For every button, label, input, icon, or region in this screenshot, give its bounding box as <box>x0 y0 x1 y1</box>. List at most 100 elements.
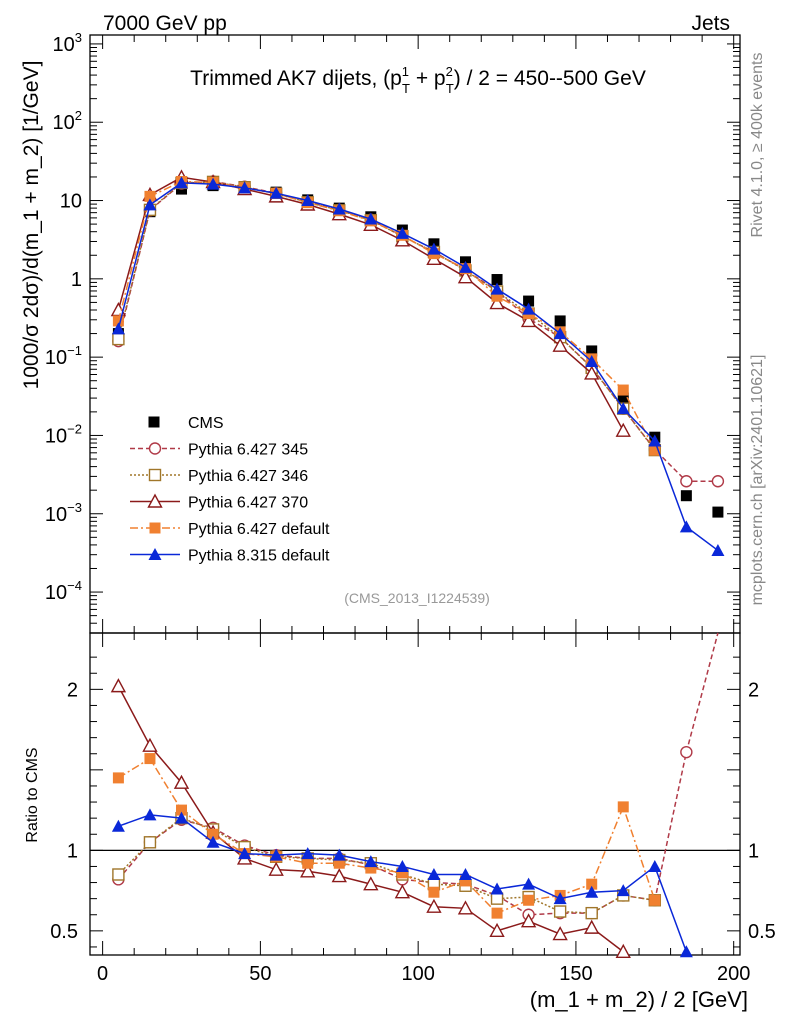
ratio-point-4 <box>616 884 630 897</box>
ratio-point-2 <box>520 913 537 928</box>
main-point-0 <box>680 490 692 502</box>
ratio-point-1 <box>585 906 598 920</box>
ratio-point-4 <box>553 892 567 905</box>
main-point-3 <box>489 295 505 310</box>
ratio-point-3 <box>144 753 156 765</box>
x-tick-label: 0 <box>97 963 108 985</box>
main-point-2 <box>112 332 125 346</box>
legend-marker <box>149 522 161 534</box>
main-point-3 <box>615 422 631 437</box>
ratio-point-3 <box>396 867 408 879</box>
ratio-point-3 <box>523 894 535 906</box>
ratio-y-tick-label: 0.5 <box>748 921 776 943</box>
main-point-5 <box>553 327 567 340</box>
ratio-point-4 <box>458 868 472 880</box>
main-point-4 <box>649 444 661 456</box>
ratio-point-2 <box>584 919 600 934</box>
main-point-1 <box>711 475 725 488</box>
ratio-point-2 <box>363 876 379 891</box>
plot-title: Trimmed AK7 dijets, (p1 T + p2 T) / 2 = 45… <box>190 64 646 96</box>
main-y-tick-label: 1 <box>71 269 82 291</box>
ratio-point-3 <box>365 862 377 874</box>
main-point-5 <box>648 434 662 447</box>
x-axis-label: (m_1 + m_2) / 2 [GeV] <box>530 987 748 1012</box>
x-tick-label: 100 <box>401 963 434 985</box>
ratio-point-3 <box>459 875 471 887</box>
ratio-point-4 <box>679 945 693 958</box>
main-point-0 <box>712 506 724 518</box>
main-y-tick-label: 103 <box>53 30 82 56</box>
ratio-y-tick-label: 2 <box>748 679 759 701</box>
ratio-point-3 <box>333 857 345 869</box>
main-point-0 <box>586 345 598 357</box>
main-point-5 <box>395 226 409 239</box>
legend-marker <box>148 548 162 560</box>
ratio-y-tick-label: 2 <box>67 679 78 701</box>
ratio-point-3 <box>617 801 629 813</box>
ratio-series-line-1 <box>117 817 655 914</box>
ratio-y-axis-label: Ratio to CMS <box>24 747 41 842</box>
ratio-point-0 <box>680 745 693 759</box>
ratio-point-2 <box>426 898 442 913</box>
main-point-3 <box>552 337 568 352</box>
main-point-5 <box>585 354 599 367</box>
legend-entry: Pythia 6.427 370 <box>188 495 308 512</box>
main-point-4 <box>112 315 124 327</box>
ratio-point-4 <box>395 859 409 872</box>
main-point-5 <box>175 176 189 189</box>
main-point-0 <box>491 274 503 286</box>
main-point-5 <box>111 322 125 335</box>
main-point-5 <box>616 402 630 415</box>
main-point-4 <box>491 290 503 302</box>
x-tick-label: 50 <box>249 963 271 985</box>
main-series-line-2 <box>117 181 656 451</box>
ratio-point-4 <box>301 847 315 860</box>
main-point-5 <box>206 177 220 190</box>
legend-entry: CMS <box>188 415 224 432</box>
ratio-y-tick-label: 1 <box>748 840 759 862</box>
ratio-point-2 <box>457 900 474 915</box>
legend-marker <box>148 442 162 455</box>
main-y-tick-label: 10−2 <box>45 421 82 447</box>
ratio-point-1 <box>553 905 567 918</box>
ratio-point-4 <box>648 859 662 872</box>
ratio-point-2 <box>615 943 631 958</box>
analysis-tag: (CMS_2013_I1224539) <box>344 590 490 606</box>
ratio-point-3 <box>491 907 503 919</box>
main-point-5 <box>679 520 693 533</box>
x-tick-label: 150 <box>559 963 592 985</box>
main-point-3 <box>520 312 537 328</box>
main-series-line-4 <box>117 180 656 451</box>
ratio-point-3 <box>586 878 598 890</box>
main-y-tick-label: 10−1 <box>45 343 82 369</box>
ratio-point-2 <box>268 861 284 876</box>
ratio-point-3 <box>176 804 188 816</box>
main-point-0 <box>554 315 566 327</box>
main-point-3 <box>457 269 474 284</box>
ratio-point-4 <box>522 877 536 890</box>
x-tick-label: 200 <box>717 963 750 985</box>
ratio-plot-frame <box>89 632 741 956</box>
ratio-point-3 <box>428 886 440 898</box>
energy-label: 7000 GeV pp <box>103 12 227 35</box>
legend-marker <box>148 416 160 428</box>
main-y-tick-label: 10−3 <box>45 500 82 526</box>
ratio-point-2 <box>489 922 505 938</box>
ratio-point-4 <box>111 819 125 832</box>
main-point-4 <box>144 190 156 202</box>
main-y-tick-label: 102 <box>53 108 82 134</box>
ratio-point-4 <box>175 811 189 824</box>
legend-entry: Pythia 6.427 345 <box>188 442 308 459</box>
ratio-y-tick-label: 0.5 <box>50 921 78 943</box>
main-point-5 <box>332 202 346 215</box>
main-point-5 <box>301 194 315 207</box>
jets-label: Jets <box>691 12 730 35</box>
ratio-point-2 <box>300 863 316 878</box>
main-point-5 <box>269 186 283 199</box>
main-point-0 <box>523 295 535 307</box>
main-point-5 <box>458 260 472 273</box>
legend-entry: Pythia 6.427 default <box>188 521 330 538</box>
main-y-axis-label: 1000/σ 2dσ)/d(m_1 + m_2) [1/GeV] <box>20 61 43 390</box>
legend-marker <box>148 468 162 482</box>
